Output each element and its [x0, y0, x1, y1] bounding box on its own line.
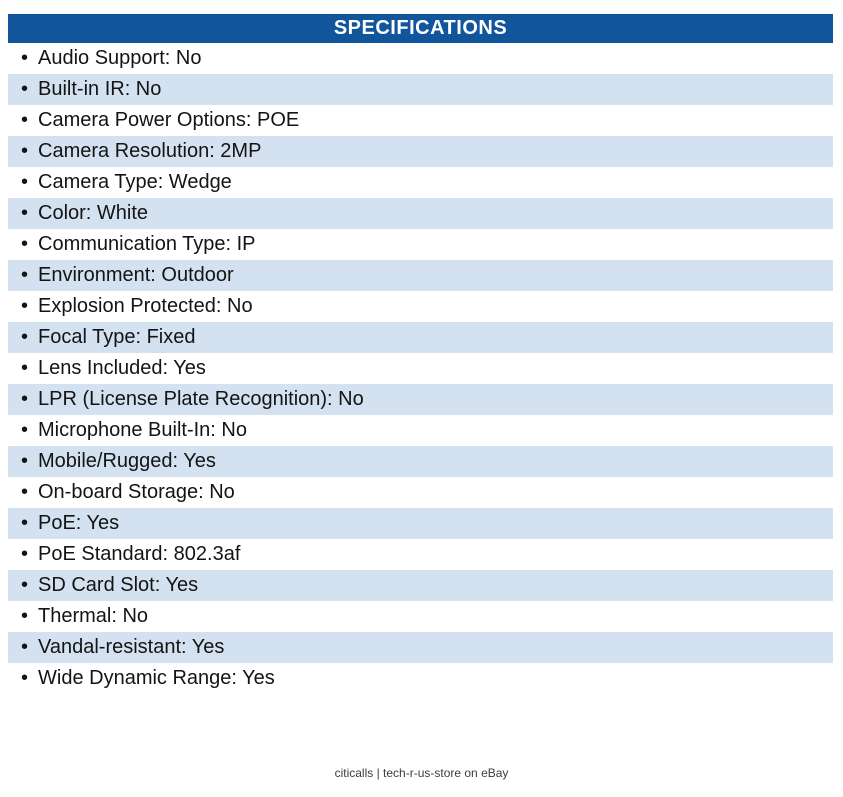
bullet-icon: •	[21, 78, 29, 100]
spec-text: PoE: Yes	[38, 512, 120, 534]
spec-row-color: • Color: White	[8, 198, 833, 229]
spec-list: • Audio Support: No • Built-in IR: No • Cam…	[8, 43, 833, 694]
bullet-icon: •	[21, 667, 29, 689]
bullet-icon: •	[21, 450, 29, 472]
bullet-icon: •	[21, 574, 29, 596]
spec-text: Wide Dynamic Range: Yes	[38, 667, 275, 689]
spec-row-thermal: • Thermal: No	[8, 601, 833, 632]
spec-text: Microphone Built-In: No	[38, 419, 247, 441]
bullet-icon: •	[21, 543, 29, 565]
spec-row-communication-type: • Communication Type: IP	[8, 229, 833, 260]
spec-row-lens-included: • Lens Included: Yes	[8, 353, 833, 384]
bullet-icon: •	[21, 419, 29, 441]
spec-row-environment: • Environment: Outdoor	[8, 260, 833, 291]
bullet-icon: •	[21, 636, 29, 658]
bullet-icon: •	[21, 512, 29, 534]
spec-row-poe-standard: • PoE Standard: 802.3af	[8, 539, 833, 570]
spec-text: Camera Type: Wedge	[38, 171, 232, 193]
spec-row-built-in-ir: • Built-in IR: No	[8, 74, 833, 105]
spec-text: Mobile/Rugged: Yes	[38, 450, 216, 472]
spec-text: Focal Type: Fixed	[38, 326, 196, 348]
spec-text: SD Card Slot: Yes	[38, 574, 199, 596]
bullet-icon: •	[21, 233, 29, 255]
spec-text: Camera Power Options: POE	[38, 109, 300, 131]
spec-text: Audio Support: No	[38, 47, 202, 69]
spec-text: Lens Included: Yes	[38, 357, 206, 379]
bullet-icon: •	[21, 357, 29, 379]
spec-row-camera-resolution: • Camera Resolution: 2MP	[8, 136, 833, 167]
spec-row-focal-type: • Focal Type: Fixed	[8, 322, 833, 353]
spec-row-sd-card-slot: • SD Card Slot: Yes	[8, 570, 833, 601]
spec-text: Color: White	[38, 202, 149, 224]
bullet-icon: •	[21, 140, 29, 162]
bullet-icon: •	[21, 605, 29, 627]
spec-row-wide-dynamic-range: • Wide Dynamic Range: Yes	[8, 663, 833, 694]
specifications-header: SPECIFICATIONS	[8, 14, 833, 43]
specifications-panel: SPECIFICATIONS • Audio Support: No • Built…	[8, 14, 833, 694]
spec-text: Camera Resolution: 2MP	[38, 140, 262, 162]
spec-text: On-board Storage: No	[38, 481, 235, 503]
spec-text: Thermal: No	[38, 605, 149, 627]
spec-row-on-board-storage: • On-board Storage: No	[8, 477, 833, 508]
spec-row-camera-type: • Camera Type: Wedge	[8, 167, 833, 198]
spec-row-poe: • PoE: Yes	[8, 508, 833, 539]
spec-row-audio-support: • Audio Support: No	[8, 43, 833, 74]
spec-text: Vandal-resistant: Yes	[38, 636, 225, 658]
bullet-icon: •	[21, 109, 29, 131]
bullet-icon: •	[21, 47, 29, 69]
bullet-icon: •	[21, 202, 29, 224]
seller-credit: citicalls | tech-r-us-store on eBay	[334, 766, 509, 780]
spec-row-lpr: • LPR (License Plate Recognition): No	[8, 384, 833, 415]
spec-text: Communication Type: IP	[38, 233, 256, 255]
bullet-icon: •	[21, 326, 29, 348]
bullet-icon: •	[21, 481, 29, 503]
bullet-icon: •	[21, 171, 29, 193]
spec-text: Built-in IR: No	[38, 78, 162, 100]
spec-text: LPR (License Plate Recognition): No	[38, 388, 364, 410]
spec-row-explosion-protected: • Explosion Protected: No	[8, 291, 833, 322]
spec-row-microphone-built-in: • Microphone Built-In: No	[8, 415, 833, 446]
spec-text: Explosion Protected: No	[38, 295, 253, 317]
spec-row-camera-power-options: • Camera Power Options: POE	[8, 105, 833, 136]
bullet-icon: •	[21, 295, 29, 317]
spec-text: PoE Standard: 802.3af	[38, 543, 241, 565]
spec-text: Environment: Outdoor	[38, 264, 234, 286]
spec-row-vandal-resistant: • Vandal-resistant: Yes	[8, 632, 833, 663]
bullet-icon: •	[21, 388, 29, 410]
spec-row-mobile-rugged: • Mobile/Rugged: Yes	[8, 446, 833, 477]
bullet-icon: •	[21, 264, 29, 286]
